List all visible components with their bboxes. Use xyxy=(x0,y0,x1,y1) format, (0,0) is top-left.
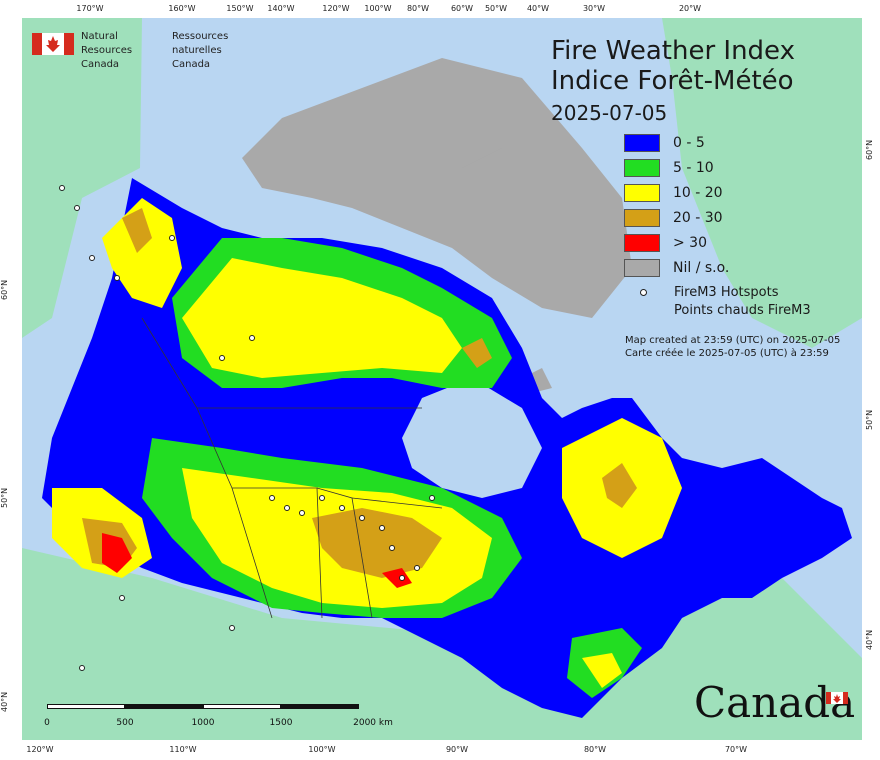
legend-label: Nil / s.o. xyxy=(673,260,730,276)
agency-name-fr-line2: Canada xyxy=(172,59,211,70)
creation-note: Map created at 23:59 (UTC) on 2025-07-05… xyxy=(625,334,840,360)
title-fr: Indice Forêt-Météo xyxy=(551,66,794,96)
agency-name-fr-line1: Ressources naturelles xyxy=(172,31,229,56)
graticule-label: 70°W xyxy=(724,745,748,754)
scale-segment xyxy=(281,704,359,709)
scale-segment xyxy=(47,704,125,709)
legend-label: 5 - 10 xyxy=(673,160,714,176)
legend-label: > 30 xyxy=(673,235,707,251)
canada-flag-icon xyxy=(32,33,74,55)
graticule-label: 120°W xyxy=(26,745,54,754)
hotspot-icon xyxy=(640,289,647,296)
graticule-label: 80°W xyxy=(583,745,607,754)
graticule-label: 150°W xyxy=(226,4,254,13)
graticule-label: 80°W xyxy=(406,4,430,13)
legend-label: 0 - 5 xyxy=(673,135,705,151)
graticule-label: 120°W xyxy=(322,4,350,13)
provincial-boundaries xyxy=(141,317,443,619)
graticule-label: 160°W xyxy=(168,4,196,13)
scale-label: 1500 xyxy=(269,718,293,728)
graticule-label: 30°W xyxy=(582,4,606,13)
graticule-label: 140°W xyxy=(267,4,295,13)
graticule-label: 60°N xyxy=(865,139,874,160)
hudson-bay xyxy=(402,378,542,498)
graticule-label: 100°W xyxy=(308,745,336,754)
scale-label: 1000 xyxy=(191,718,215,728)
canada-wordmark-flag-icon xyxy=(826,692,848,704)
graticule-label: 170°W xyxy=(76,4,104,13)
fwi-zones xyxy=(52,198,682,698)
scale-segment xyxy=(125,704,203,709)
graticule-label: 40°W xyxy=(526,4,550,13)
scale-label: 2000 km xyxy=(353,718,393,728)
legend-swatch xyxy=(624,234,660,252)
fwi-map[interactable] xyxy=(22,18,862,740)
legend-swatch xyxy=(624,259,660,277)
map-date: 2025-07-05 xyxy=(551,101,668,125)
graticule-label: 60°N xyxy=(0,279,9,300)
graticule-label: 110°W xyxy=(169,745,197,754)
map-frame[interactable] xyxy=(22,18,862,740)
graticule-label: 40°N xyxy=(0,691,9,712)
agency-name-en-line1: Natural Resources xyxy=(81,31,133,56)
creation-note-en: Map created at 23:59 (UTC) on 2025-07-05 xyxy=(625,335,841,346)
graticule-label: 60°W xyxy=(450,4,474,13)
graticule-label: 100°W xyxy=(364,4,392,13)
legend-label: 20 - 30 xyxy=(673,210,723,226)
creation-note-fr: Carte créée le 2025-07-05 (UTC) à 23:59 xyxy=(625,348,829,359)
graticule-label: 40°N xyxy=(865,629,874,650)
graticule-label: 20°W xyxy=(678,4,702,13)
hotspots xyxy=(59,185,435,671)
hotspot-label-en: FireM3 Hotspots xyxy=(674,285,779,300)
legend-swatch xyxy=(624,159,660,177)
agency-name-en-line2: Canada xyxy=(81,59,120,70)
scale-segment xyxy=(203,704,281,709)
legend-swatch xyxy=(624,184,660,202)
legend-swatch xyxy=(624,209,660,227)
graticule-label: 50°N xyxy=(865,409,874,430)
legend-label: 10 - 20 xyxy=(673,185,723,201)
scale-label: 500 xyxy=(116,718,134,728)
map-title: Fire Weather Index Indice Forêt-Météo 20… xyxy=(551,36,795,130)
scale-bar: 0 500 1000 1500 2000 km xyxy=(44,704,393,728)
graticule-label: 90°W xyxy=(445,745,469,754)
graticule-label: 50°W xyxy=(484,4,508,13)
title-en: Fire Weather Index xyxy=(551,36,795,66)
graticule-label: 50°N xyxy=(0,487,9,508)
scale-label: 0 xyxy=(44,718,50,728)
arctic-islands xyxy=(242,58,632,393)
legend-swatch xyxy=(624,134,660,152)
hotspot-label-fr: Points chauds FireM3 xyxy=(674,303,811,318)
